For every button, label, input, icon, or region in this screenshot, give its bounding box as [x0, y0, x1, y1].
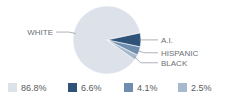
slice-label: A.I. [161, 36, 173, 45]
chart: WHITE A.I. HISPANICBLACK 86.8% 6.6% 4.1% 2.5% [0, 0, 240, 100]
legend-swatch [68, 83, 77, 92]
legend-label: 86.8% [21, 83, 47, 93]
legend-label: 2.5% [191, 83, 212, 93]
pie [73, 6, 141, 74]
leader-line [137, 50, 158, 52]
slice-label: WHITE [27, 28, 53, 37]
slice-label: HISPANIC [161, 49, 198, 58]
legend-label: 4.1% [137, 83, 158, 93]
legend-swatch [124, 83, 133, 92]
leader-line [139, 39, 158, 40]
slice-label: BLACK [161, 59, 188, 68]
pie-slice [73, 6, 140, 74]
pie-slice [107, 40, 137, 60]
leader-line [134, 56, 158, 62]
legend-label: 6.6% [81, 83, 102, 93]
legend-swatch [8, 83, 17, 92]
leader-line [56, 32, 76, 33]
legend-swatch [178, 83, 187, 92]
